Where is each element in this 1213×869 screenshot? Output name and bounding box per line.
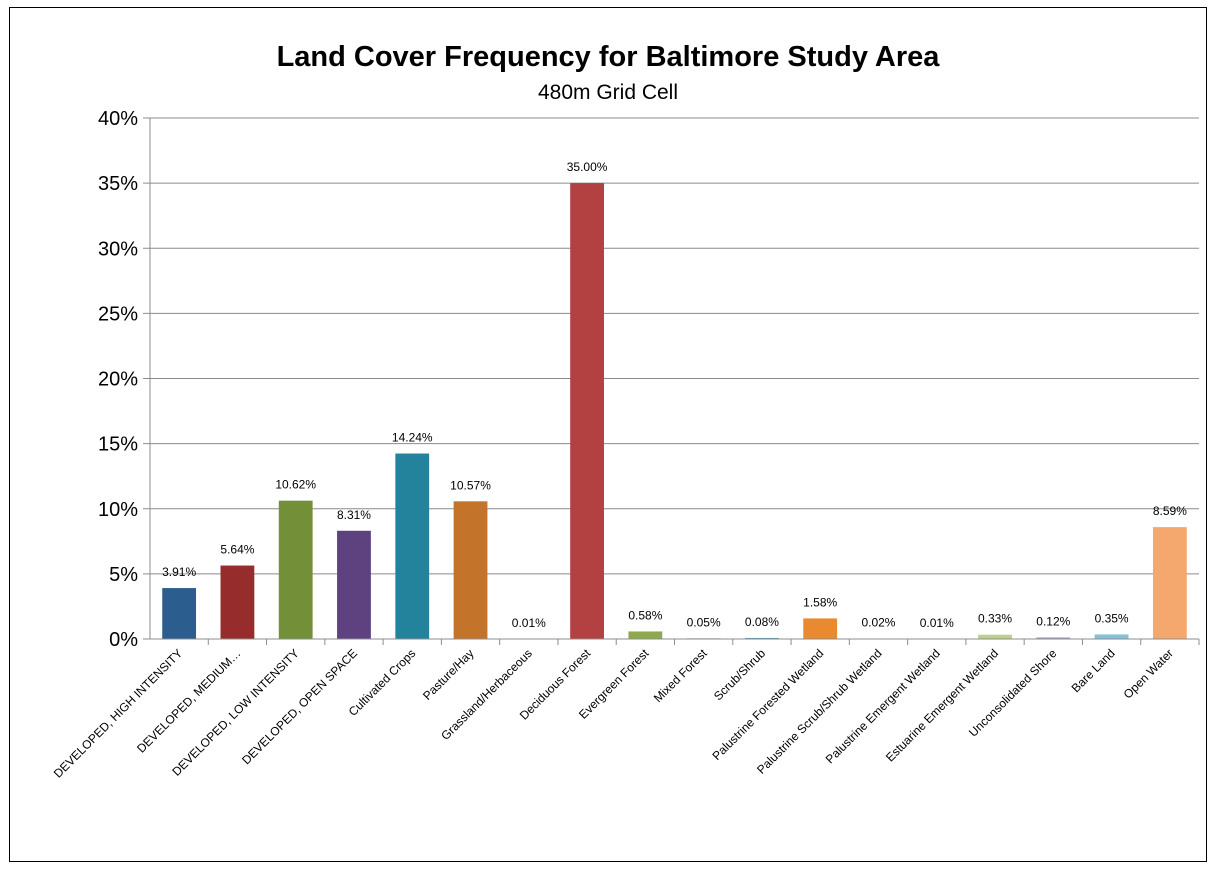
data-label: 0.58% — [628, 608, 662, 622]
data-label: 35.00% — [567, 160, 608, 174]
bar — [337, 530, 371, 639]
data-label: 14.24% — [392, 431, 433, 445]
chart-area: Land Cover Frequency for Baltimore Study… — [9, 7, 1207, 862]
data-label: 0.35% — [1095, 611, 1129, 625]
data-label: 10.57% — [450, 478, 491, 492]
data-labels: 3.91% 5.64% 10.62% 8.31% 14.24% 10.57% 0.01% 35… — [162, 160, 1187, 630]
y-tick-label: 25% — [98, 303, 138, 325]
x-tick-label: Palustrine Emergent Wetland — [823, 646, 943, 766]
x-tick-label: Pasture/Hay — [420, 646, 477, 703]
x-tick-label: Palustrine Forested Wetland — [709, 646, 826, 763]
bar — [453, 501, 488, 639]
data-label: 0.12% — [1036, 614, 1070, 628]
y-axis-tick-labels: 0% 5% 10% 15% 20% 25% 30% 35% 40% — [98, 108, 138, 651]
x-tick-label: DEVELOPED, MEDIUM… — [134, 646, 243, 755]
bar — [1036, 637, 1071, 639]
bar — [162, 588, 197, 639]
x-tick-label: Mixed Forest — [651, 646, 710, 705]
data-label: 0.01% — [512, 616, 546, 630]
chart-subtitle: 480m Grid Cell — [538, 81, 678, 104]
bar — [278, 500, 313, 639]
data-label: 0.02% — [861, 616, 895, 630]
data-label: 1.58% — [803, 595, 837, 609]
data-label: 10.62% — [275, 478, 316, 492]
bar — [978, 634, 1012, 639]
x-tick-label: DEVELOPED, LOW INTENSITY — [169, 646, 301, 778]
chart-title: Land Cover Frequency for Baltimore Study… — [277, 41, 941, 73]
y-tick-label: 35% — [98, 173, 138, 195]
bar — [570, 183, 604, 639]
data-label: 8.31% — [337, 508, 371, 522]
x-tick-label: Palustrine Scrub/Shrub Wetland — [754, 646, 884, 776]
bar — [745, 637, 779, 639]
data-label: 5.64% — [220, 543, 254, 557]
bar — [803, 618, 838, 639]
y-tick-label: 10% — [98, 499, 138, 521]
data-label: 0.08% — [745, 615, 779, 629]
bars — [162, 183, 1187, 639]
bar — [395, 453, 430, 639]
y-tick-label: 20% — [98, 369, 138, 391]
bar — [628, 631, 663, 639]
bar — [220, 565, 255, 639]
x-tick-label: Bare Land — [1069, 646, 1118, 695]
x-tick-label: Estuarine Emergent Wetland — [883, 646, 1001, 764]
y-tick-label: 5% — [109, 564, 138, 586]
y-tick-label: 30% — [98, 238, 138, 260]
data-label: 0.33% — [978, 612, 1012, 626]
y-tick-label: 15% — [98, 434, 138, 456]
data-label: 0.01% — [920, 616, 954, 630]
y-tick-label: 0% — [109, 629, 138, 651]
bar — [1094, 634, 1129, 639]
bar — [1152, 527, 1187, 639]
data-label: 0.05% — [687, 615, 721, 629]
y-tick-label: 40% — [98, 108, 138, 130]
x-tick-label: DEVELOPED, OPEN SPACE — [239, 646, 360, 767]
data-label: 3.91% — [162, 565, 196, 579]
x-tick-label: Scrub/Shrub — [711, 646, 768, 703]
bar-chart: Land Cover Frequency for Baltimore Study… — [51, 41, 1200, 781]
data-label: 8.59% — [1153, 504, 1187, 518]
x-tick-label: Open Water — [1121, 646, 1176, 701]
gridlines — [143, 117, 1199, 640]
